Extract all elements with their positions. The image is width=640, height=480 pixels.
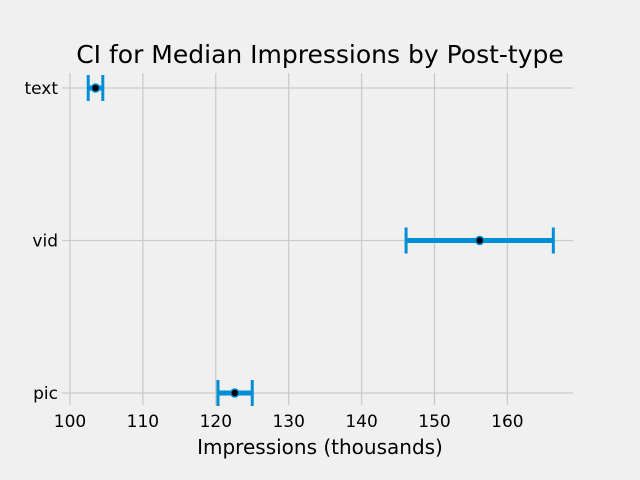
median-point-pic <box>230 388 240 398</box>
x-tick-label: 130 <box>272 412 304 432</box>
x-tick-label: 140 <box>345 412 377 432</box>
y-tick-label: text <box>24 79 58 99</box>
x-tick-labels: 100 110 120 130 140 150 160 <box>54 412 524 432</box>
x-tick-label: 100 <box>54 412 86 432</box>
median-point-text <box>90 83 101 93</box>
x-tick-label: 120 <box>200 412 232 432</box>
y-tick-label: vid <box>32 232 58 252</box>
y-tick-label: pic <box>33 384 58 404</box>
x-tick-label: 160 <box>491 412 523 432</box>
x-tick-label: 110 <box>127 412 159 432</box>
x-tick-label: 150 <box>418 412 450 432</box>
chart-title: CI for Median Impressions by Post-type <box>76 40 564 69</box>
median-point-vid <box>474 235 485 246</box>
plot-marks <box>86 75 555 406</box>
x-axis-label: Impressions (thousands) <box>197 435 443 459</box>
y-tick-labels: text vid pic <box>24 79 58 404</box>
